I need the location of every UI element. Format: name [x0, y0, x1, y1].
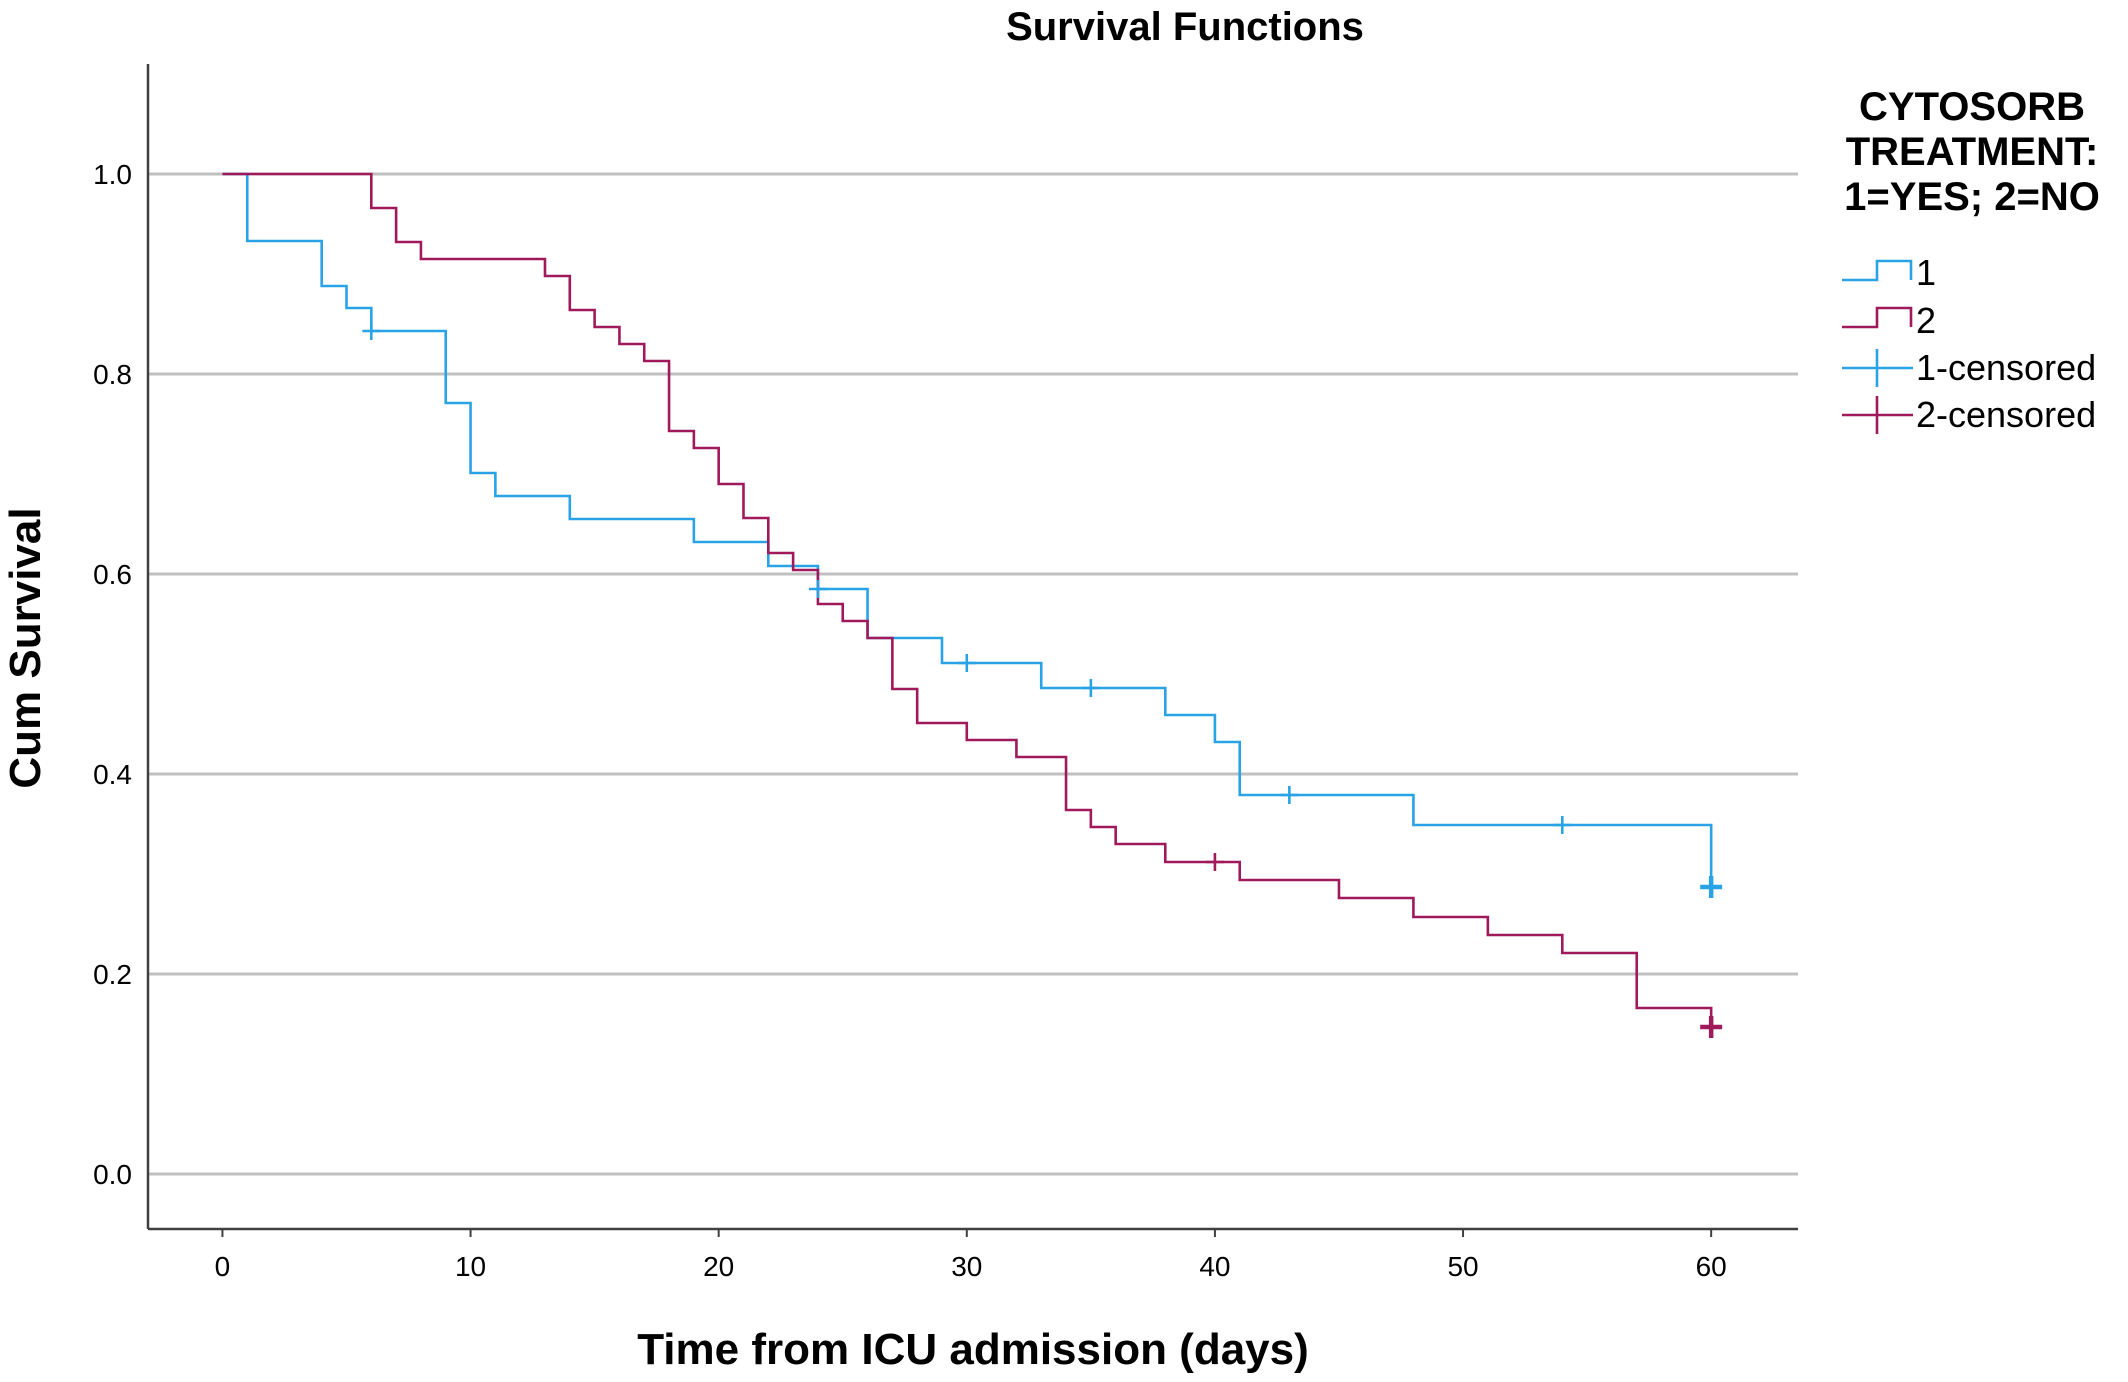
x-tick-label: 10: [455, 1251, 486, 1282]
legend: CYTOSORB TREATMENT: 1=YES; 2=NO 1 2 1-ce…: [1842, 85, 2100, 435]
legend-label-1-censored: 1-censored: [1916, 347, 2096, 388]
x-tick-label: 50: [1447, 1251, 1478, 1282]
series-1-censor-mark: [1700, 876, 1723, 898]
y-tick-label: 0.6: [93, 559, 132, 590]
legend-swatch-2: [1842, 306, 1913, 329]
x-tick-marks: [221, 1229, 1713, 1237]
censor-marks: [362, 322, 1723, 1038]
legend-swatch-1-censored: [1842, 349, 1913, 387]
y-tick-labels: 0.0 0.2 0.4 0.6 0.8 1.0: [93, 159, 132, 1190]
x-tick-label: 40: [1199, 1251, 1230, 1282]
gridlines: [148, 172, 1798, 1176]
legend-swatch-2-censored: [1842, 396, 1913, 434]
y-tick-label: 0.2: [93, 959, 132, 990]
series-2-censor-mark: [1205, 853, 1224, 871]
series-1-censor-mark: [1081, 679, 1100, 697]
series-1-line: [222, 172, 1713, 887]
legend-label-1: 1: [1916, 252, 1936, 293]
x-tick-label: 30: [951, 1251, 982, 1282]
series-1-censor-mark: [362, 322, 381, 340]
legend-swatch-1: [1842, 259, 1913, 282]
legend-swatches: [1842, 259, 1913, 434]
legend-title-line-3: 1=YES; 2=NO: [1844, 175, 2100, 219]
series-1-censor-mark: [1553, 816, 1572, 834]
legend-label-2: 2: [1916, 300, 1936, 341]
y-axis-label: Cum Survival: [1, 507, 50, 788]
y-tick-label: 0.8: [93, 359, 132, 390]
x-tick-label: 60: [1696, 1251, 1727, 1282]
y-tick-label: 0.0: [93, 1159, 132, 1190]
x-tick-labels: 0 10 20 30 40 50 60: [215, 1251, 1727, 1282]
y-tick-label: 0.4: [93, 759, 132, 790]
series-2-censor-mark: [1700, 1016, 1723, 1038]
x-tick-label: 20: [703, 1251, 734, 1282]
y-tick-label: 1.0: [93, 159, 132, 190]
x-axis-label: Time from ICU admission (days): [637, 1325, 1309, 1374]
series-1-censor-mark: [1280, 786, 1299, 804]
series-2-line: [222, 172, 1713, 1027]
legend-title-line-1: CYTOSORB: [1859, 85, 2085, 129]
legend-title-line-2: TREATMENT:: [1846, 130, 2099, 174]
x-tick-label: 0: [215, 1251, 231, 1282]
legend-label-2-censored: 2-censored: [1916, 394, 2096, 435]
chart-title: Survival Functions: [1006, 5, 1364, 49]
series-1-censor-mark: [957, 654, 976, 672]
series-group: [222, 172, 1713, 1027]
series-1-censor-mark: [808, 580, 827, 598]
